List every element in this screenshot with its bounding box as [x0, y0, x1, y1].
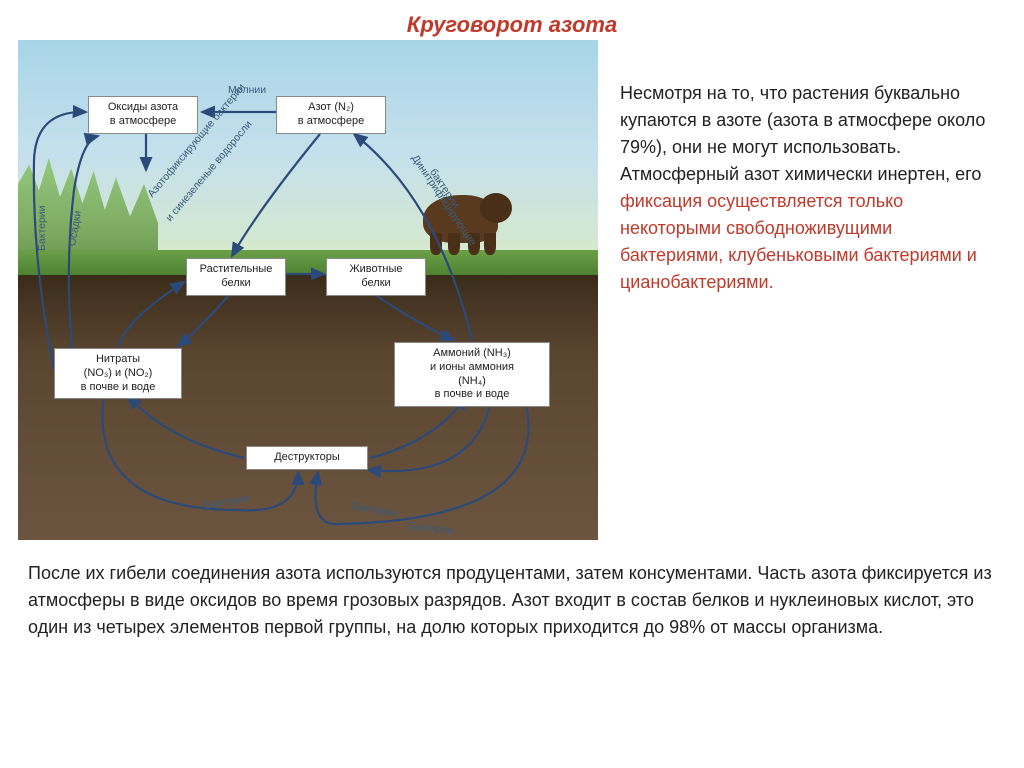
arrow-nitrates-to-plant	[118, 282, 184, 346]
edge-label-bakt_left: Бактерии	[36, 205, 48, 251]
arrow-animal-to-ammonium	[374, 294, 454, 340]
node-animal_p: Животныебелки	[326, 258, 426, 296]
nitrogen-cycle-diagram: Оксиды азотав атмосфере Азот (N₂)в атмосф…	[18, 40, 598, 540]
node-ammonium: Аммоний (NH₃)и ионы аммония(NH₄)в почве …	[394, 342, 550, 407]
side-paragraph: Несмотря на то, что растения буквально к…	[620, 80, 1000, 296]
body-text: Несмотря на то, что растения буквально к…	[620, 83, 985, 184]
node-nitrates: Нитраты(NO₃) и (NO₂)в почве и воде	[54, 348, 182, 399]
arrow-ammonium-to-destruct-short	[368, 396, 492, 471]
highlighted-text: фиксация осуществляется только некоторым…	[620, 191, 977, 292]
bottom-paragraph: После их гибели соединения азота использ…	[28, 560, 998, 641]
arrow-plant-to-nitrates	[178, 294, 230, 346]
node-n2: Азот (N₂)в атмосфере	[276, 96, 386, 134]
node-oxides: Оксиды азотав атмосфере	[88, 96, 198, 134]
node-destruct: Деструкторы	[246, 446, 368, 470]
node-plant_p: Растительныебелки	[186, 258, 286, 296]
page-title: Круговорот азота	[407, 12, 617, 38]
arrow-n2-to-plant	[232, 134, 320, 256]
arrow-destruct-to-nitrates	[128, 396, 244, 458]
